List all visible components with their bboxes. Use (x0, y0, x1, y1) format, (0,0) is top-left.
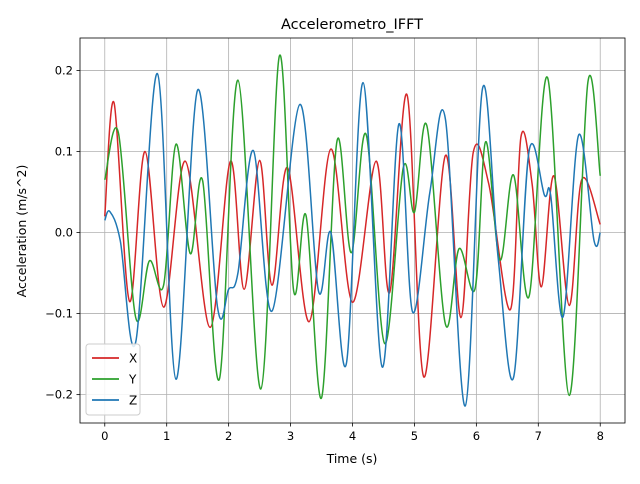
legend-label-y: Y (128, 373, 137, 387)
y-axis-label: Acceleration (m/s^2) (14, 165, 29, 298)
x-tick-label: 1 (163, 429, 170, 443)
y-tick-label: 0.0 (55, 226, 73, 240)
axis-layer: 0 1 2 3 4 5 6 7 8 −0.2 −0.1 0.0 0.1 0.2 (45, 37, 626, 443)
series-layer (104, 54, 601, 407)
x-tick-label: 8 (597, 429, 604, 443)
y-tick-label: 0.1 (55, 144, 73, 158)
legend: XYZ (85, 343, 141, 416)
y-tick-label: −0.1 (45, 307, 73, 321)
x-tick-label: 0 (101, 429, 108, 443)
x-tick-label: 6 (473, 429, 480, 443)
x-tick-label: 4 (349, 429, 356, 443)
legend-label-z: Z (129, 394, 137, 408)
x-tick-label: 2 (225, 429, 232, 443)
series-line-x (104, 93, 601, 378)
x-tick-label: 5 (411, 429, 418, 443)
legend-label-x: X (129, 352, 137, 366)
chart-title: Accelerometro_IFFT (281, 17, 423, 33)
x-tick-label: 7 (535, 429, 542, 443)
series-line-z (104, 72, 601, 407)
y-tick-label: 0.2 (55, 63, 73, 77)
y-tick-label: −0.2 (45, 388, 73, 402)
x-axis-label: Time (s) (326, 451, 378, 466)
x-tick-label: 3 (287, 429, 294, 443)
series-line-y (104, 54, 601, 399)
